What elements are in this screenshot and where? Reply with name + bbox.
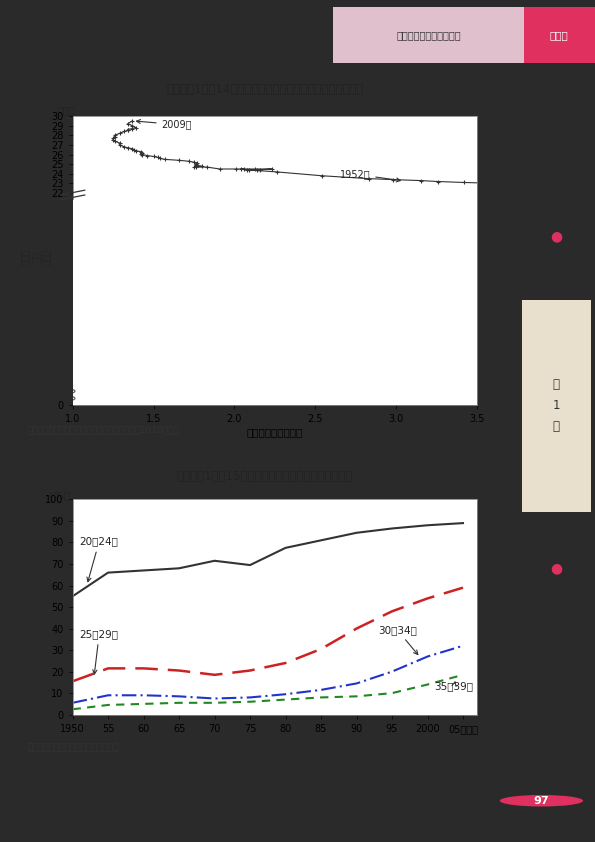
Text: ●: ●: [550, 562, 562, 576]
Text: 資料出所　総務省統計局「国勢調査」: 資料出所 総務省統計局「国勢調査」: [27, 743, 118, 752]
Text: 第２ー（1）－15図　年齢階級別女性の未婚率の推移: 第２ー（1）－15図 年齢階級別女性の未婚率の推移: [177, 470, 353, 482]
Text: （歳）: （歳）: [57, 105, 75, 115]
Text: 第２ー（1）－14図　合計特殊出生率と平均初婚年齢の推移: 第２ー（1）－14図 合計特殊出生率と平均初婚年齢の推移: [166, 83, 364, 96]
Bar: [524, 7, 595, 63]
Text: 35～39歳: 35～39歳: [434, 681, 474, 690]
Bar: [521, 300, 591, 512]
Text: 2009年: 2009年: [136, 120, 192, 130]
Text: 30～34歳: 30～34歳: [378, 625, 418, 654]
Text: （%）: （%）: [50, 490, 71, 500]
Text: 少子化の経済社会の変化: 少子化の経済社会の変化: [396, 30, 461, 40]
Text: 第１節: 第１節: [550, 30, 569, 40]
Text: （平均
初婚
年齢）: （平均 初婚 年齢）: [22, 248, 52, 265]
Text: 第
1
節: 第 1 節: [553, 378, 560, 434]
Text: 20～24歳: 20～24歳: [80, 536, 118, 582]
Text: 25～29歳: 25～29歳: [80, 629, 118, 674]
Text: 97: 97: [534, 796, 549, 806]
X-axis label: （合計特殊出生率）: （合計特殊出生率）: [247, 427, 303, 437]
Bar: [73, 200, 477, 405]
Text: 1952年: 1952年: [340, 169, 400, 182]
Circle shape: [500, 795, 583, 807]
Bar: [333, 7, 524, 63]
Text: 資料出所　厚生労働省「出生に関する統計」（2010年度）: 資料出所 厚生労働省「出生に関する統計」（2010年度）: [27, 426, 179, 434]
Text: ●: ●: [550, 229, 562, 243]
